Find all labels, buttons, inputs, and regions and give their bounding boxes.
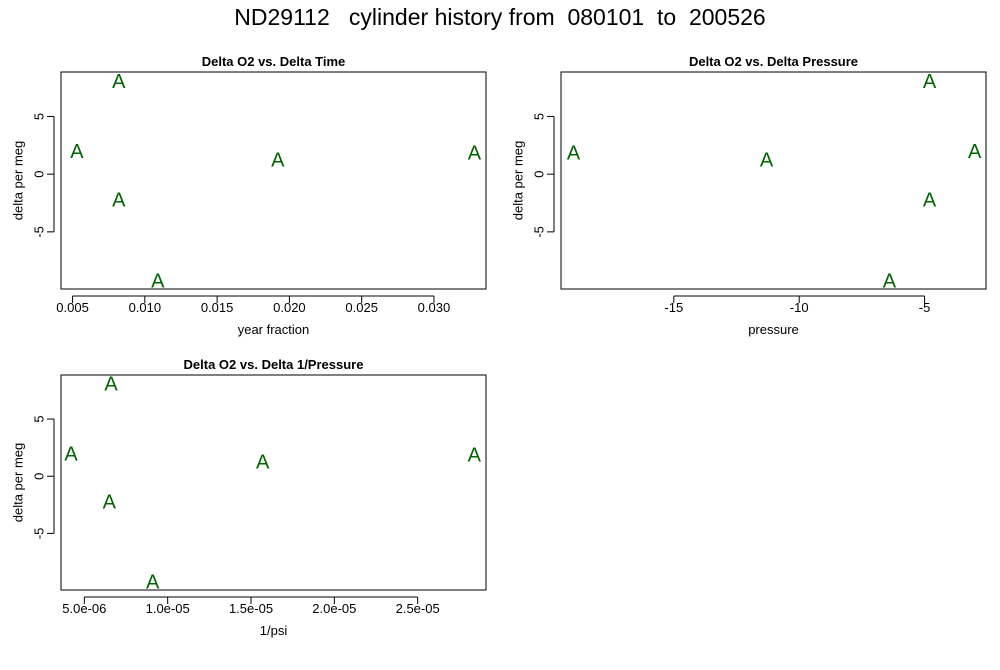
y-tick-label: 5 [32,415,47,422]
data-point: A [923,71,937,93]
x-axis-label: 1/psi [260,623,288,638]
panel-title: Delta O2 vs. Delta Pressure [689,54,858,69]
data-point: A [968,141,982,163]
data-point: A [146,572,160,594]
data-point: A [104,374,118,396]
y-tick-label: 0 [532,171,547,178]
page-title: ND29112 cylinder history from 080101 to … [234,4,766,30]
data-point: A [468,445,482,467]
data-point: A [883,270,897,292]
plot-frame [60,71,487,290]
scatter-panel-2: Delta O2 vs. Delta Pressure -15 -10 -5 -5 0 5 p… [511,54,987,337]
data-point: A [468,142,482,164]
y-tick-label: -5 [32,226,47,238]
x-tick-label: -5 [919,300,931,315]
y-tick-label: 5 [32,113,47,120]
data-point: A [151,270,165,292]
y-tick-label: -5 [32,528,47,540]
y-axis-label: delta per meg [11,443,26,523]
panel-title: Delta O2 vs. Delta 1/Pressure [184,357,364,372]
y-axis-label: delta per meg [511,141,526,221]
panel-title: Delta O2 vs. Delta Time [202,54,346,69]
data-point: A [760,149,774,171]
data-point: A [923,190,937,212]
x-tick-label: 0.005 [56,300,89,315]
x-tick-label: 1.5e-05 [229,601,273,616]
plot-frame [60,374,487,591]
x-axis-label: pressure [748,322,799,337]
x-axis-label: year fraction [238,322,310,337]
scatter-panel-1: Delta O2 vs. Delta Time 0.005 0.010 0.015 0.… [11,54,487,337]
data-point: A [256,451,270,473]
scatter-panel-3: Delta O2 vs. Delta 1/Pressure 5.0e-06 1.0e… [11,357,487,638]
x-tick-label: 0.010 [129,300,162,315]
x-tick-label: 0.020 [273,300,306,315]
x-tick-label: 2.0e-05 [312,601,356,616]
x-tick-label: 0.030 [418,300,451,315]
y-tick-label: 5 [532,113,547,120]
x-tick-label: -15 [664,300,683,315]
x-tick-label: -10 [790,300,809,315]
x-tick-label: 0.015 [201,300,234,315]
x-tick-label: 0.025 [345,300,378,315]
y-tick-label: 0 [32,473,47,480]
data-point: A [112,190,126,212]
data-point: A [64,443,78,465]
y-tick-label: -5 [532,226,547,238]
plot-frame [560,71,987,290]
x-tick-label: 5.0e-06 [62,601,106,616]
x-tick-label: 1.0e-05 [146,601,190,616]
data-point: A [70,141,84,163]
data-point: A [567,142,581,164]
x-tick-label: 2.5e-05 [396,601,440,616]
data-point: A [271,149,285,171]
data-point: A [103,492,117,514]
data-point: A [112,71,126,93]
y-axis-label: delta per meg [11,141,26,221]
y-tick-label: 0 [32,171,47,178]
